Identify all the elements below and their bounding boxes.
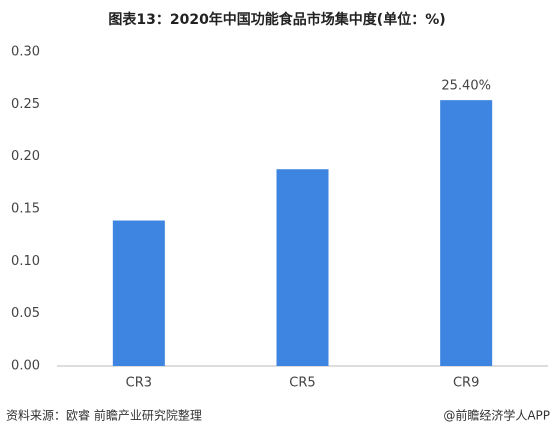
value-label: 25.40% (441, 79, 491, 94)
y-tick-label: 0.30 (11, 45, 40, 60)
x-tick-label: CR9 (453, 376, 479, 391)
credit: @前瞻经济学人APP (443, 408, 550, 423)
y-tick-label: 0.15 (11, 202, 40, 217)
chart-title: 图表13：2020年中国功能食品市场集中度(单位：%) (108, 11, 445, 28)
y-tick-label: 0.00 (11, 359, 40, 374)
bar (276, 169, 329, 366)
y-tick-label: 0.25 (11, 97, 40, 112)
y-tick-label: 0.20 (11, 149, 40, 164)
y-tick-label: 0.10 (11, 254, 40, 269)
y-tick-label: 0.05 (11, 306, 40, 321)
x-tick-label: CR5 (289, 376, 315, 391)
source: 资料来源：欧睿 前瞻产业研究院整理 (6, 408, 202, 423)
bar (112, 220, 165, 366)
bar (440, 100, 493, 366)
x-tick-label: CR3 (126, 376, 152, 391)
